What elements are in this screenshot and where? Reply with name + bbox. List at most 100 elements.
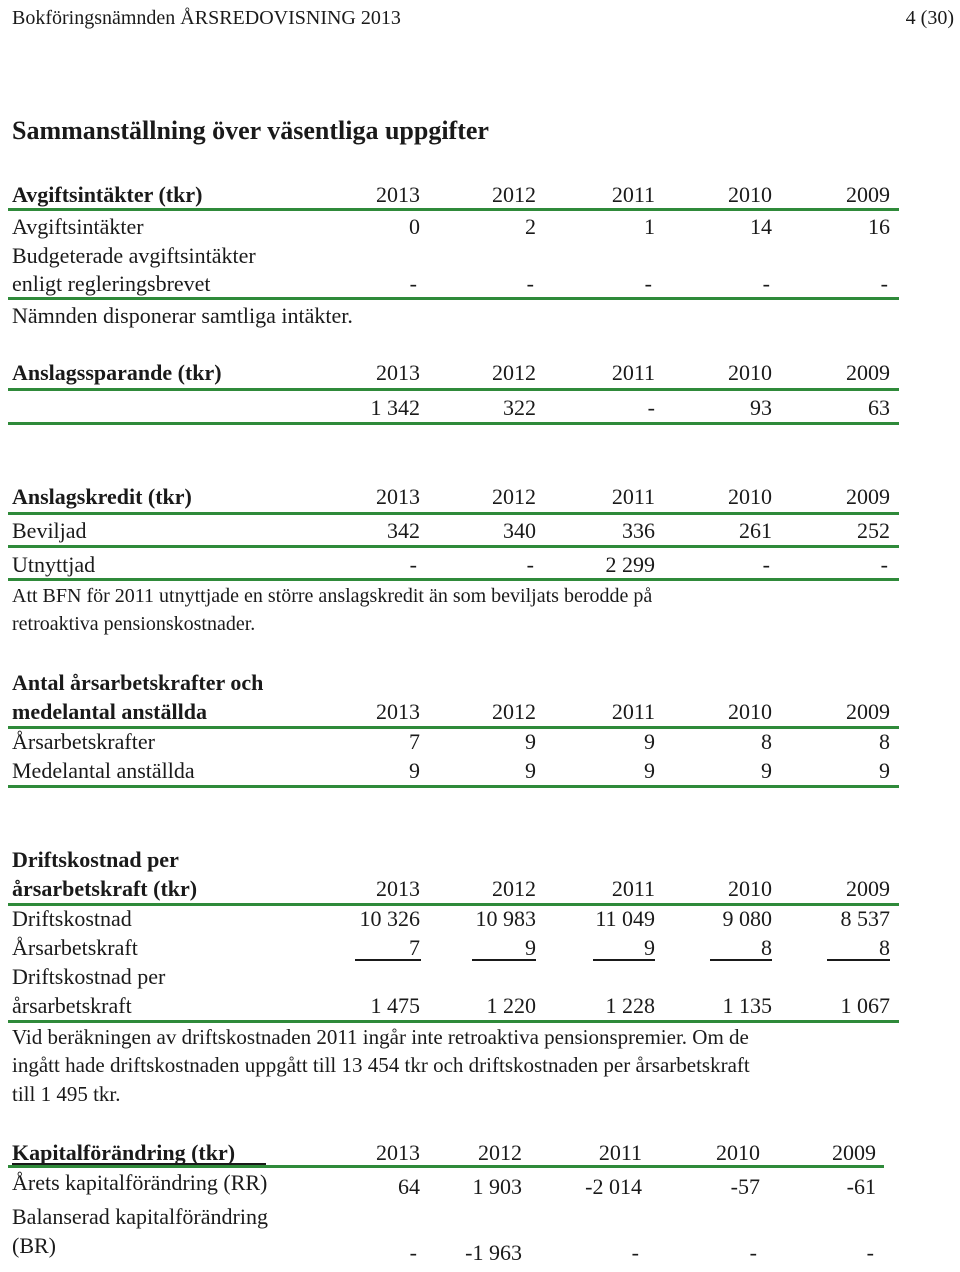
table-cell: 10 326 bbox=[359, 906, 421, 931]
table-cell: 1 475 bbox=[370, 993, 421, 1018]
table-cell: 1 067 bbox=[840, 993, 891, 1018]
row-label: Årets kapitalförändring (RR) bbox=[12, 1170, 268, 1195]
sum-underline bbox=[355, 959, 421, 961]
sum-underline bbox=[827, 959, 890, 961]
table-cell: - bbox=[409, 1240, 417, 1265]
antal-heading: medelantal anställda bbox=[12, 699, 207, 724]
year-header: 2010 bbox=[728, 360, 772, 385]
year-header: 2012 bbox=[492, 699, 536, 724]
year-header: 2009 bbox=[846, 360, 890, 385]
table-cell: 261 bbox=[739, 518, 772, 543]
table-cell: 8 bbox=[879, 729, 890, 754]
year-header: 2013 bbox=[376, 484, 420, 509]
avgift-note: Nämnden disponerar samtliga intäkter. bbox=[12, 303, 353, 328]
table-cell: 9 080 bbox=[722, 906, 773, 931]
year-header: 2010 bbox=[728, 699, 772, 724]
year-header: 2011 bbox=[611, 360, 655, 385]
year-header: 2011 bbox=[598, 1140, 642, 1165]
table-cell: 9 bbox=[525, 935, 536, 960]
sparande-heading: Anslagssparande (tkr) bbox=[12, 360, 222, 385]
row-label: Utnyttjad bbox=[12, 552, 96, 577]
row-label: Driftskostnad per bbox=[12, 964, 166, 989]
table-cell: - bbox=[526, 552, 534, 577]
table-cell: 1 903 bbox=[472, 1174, 523, 1199]
section-rule bbox=[8, 1020, 899, 1023]
table-cell: -57 bbox=[730, 1174, 760, 1199]
table-cell: 340 bbox=[503, 518, 536, 543]
table-cell: 9 bbox=[525, 729, 536, 754]
table-cell: - bbox=[631, 1240, 639, 1265]
table-cell: 336 bbox=[622, 518, 655, 543]
row-label: Balanserad kapitalförändring bbox=[12, 1204, 268, 1229]
page-title: Sammanställning över väsentliga uppgifte… bbox=[12, 116, 489, 145]
table-cell: 16 bbox=[868, 214, 890, 239]
table-cell: 8 bbox=[761, 935, 772, 960]
table-cell: 63 bbox=[868, 395, 890, 420]
table-cell: 14 bbox=[750, 214, 772, 239]
row-label: Budgeterade avgiftsintäkter bbox=[12, 243, 256, 268]
row-label: Medelantal anställda bbox=[12, 758, 195, 783]
table-cell: -61 bbox=[846, 1174, 876, 1199]
section-rule bbox=[8, 297, 899, 300]
table-cell: 8 537 bbox=[840, 906, 891, 931]
table-cell: 2 bbox=[525, 214, 536, 239]
year-header: 2009 bbox=[846, 699, 890, 724]
sum-underline bbox=[710, 959, 772, 961]
table-cell: - bbox=[409, 271, 417, 296]
year-header: 2013 bbox=[376, 876, 420, 901]
row-label: Årsarbetskrafter bbox=[12, 729, 155, 754]
table-cell: 7 bbox=[409, 729, 420, 754]
row-label: årsarbetskraft bbox=[12, 993, 132, 1018]
table-cell: 64 bbox=[398, 1174, 420, 1199]
section-rule bbox=[8, 388, 899, 391]
year-header: 2012 bbox=[478, 1140, 522, 1165]
table-cell: 9 bbox=[525, 758, 536, 783]
table-cell: - bbox=[762, 552, 770, 577]
sum-underline bbox=[472, 959, 536, 961]
table-cell: 7 bbox=[409, 935, 420, 960]
year-header: 2011 bbox=[611, 876, 655, 901]
year-header: 2013 bbox=[376, 1140, 420, 1165]
drift-note-line: Vid beräkningen av driftskostnaden 2011 … bbox=[12, 1025, 749, 1049]
kredit-note-line: retroaktiva pensionskostnader. bbox=[12, 613, 256, 635]
table-cell: - bbox=[880, 552, 888, 577]
year-header: 2013 bbox=[376, 360, 420, 385]
table-cell: 10 983 bbox=[475, 906, 537, 931]
year-header: 2010 bbox=[728, 876, 772, 901]
year-header: 2009 bbox=[846, 182, 890, 207]
page-number: 4 (30) bbox=[905, 7, 954, 29]
table-cell: 1 135 bbox=[722, 993, 773, 1018]
year-header: 2009 bbox=[832, 1140, 876, 1165]
table-cell: - bbox=[409, 552, 417, 577]
row-label: Driftskostnad bbox=[12, 906, 132, 931]
kapital-heading: Kapitalförändring (tkr) bbox=[12, 1140, 236, 1165]
year-header: 2009 bbox=[846, 876, 890, 901]
section-rule bbox=[8, 422, 899, 425]
table-cell: - bbox=[644, 271, 652, 296]
table-cell: - bbox=[866, 1240, 874, 1265]
page-header-title: Bokföringsnämnden ÅRSREDOVISNING 2013 bbox=[12, 7, 401, 29]
table-cell: 9 bbox=[761, 758, 772, 783]
drift-heading: årsarbetskraft (tkr) bbox=[12, 876, 198, 901]
table-cell: - bbox=[526, 271, 534, 296]
table-cell: 11 049 bbox=[595, 906, 655, 931]
year-header: 2013 bbox=[376, 699, 420, 724]
heading-underline bbox=[12, 1163, 266, 1165]
year-header: 2013 bbox=[376, 182, 420, 207]
year-header: 2012 bbox=[492, 182, 536, 207]
table-cell: 8 bbox=[761, 729, 772, 754]
row-label: Beviljad bbox=[12, 518, 87, 543]
antal-heading: Antal årsarbetskrafter och bbox=[12, 670, 264, 695]
year-header: 2010 bbox=[716, 1140, 760, 1165]
table-cell: 1 342 bbox=[370, 395, 421, 420]
year-header: 2010 bbox=[728, 484, 772, 509]
year-header: 2012 bbox=[492, 484, 536, 509]
table-cell: 1 220 bbox=[486, 993, 537, 1018]
table-cell: 9 bbox=[644, 729, 655, 754]
kredit-heading: Anslagskredit (tkr) bbox=[12, 484, 192, 509]
section-rule bbox=[8, 726, 899, 729]
year-header: 2012 bbox=[492, 876, 536, 901]
section-rule bbox=[8, 1165, 884, 1168]
table-cell: 93 bbox=[750, 395, 772, 420]
sum-underline bbox=[593, 959, 655, 961]
